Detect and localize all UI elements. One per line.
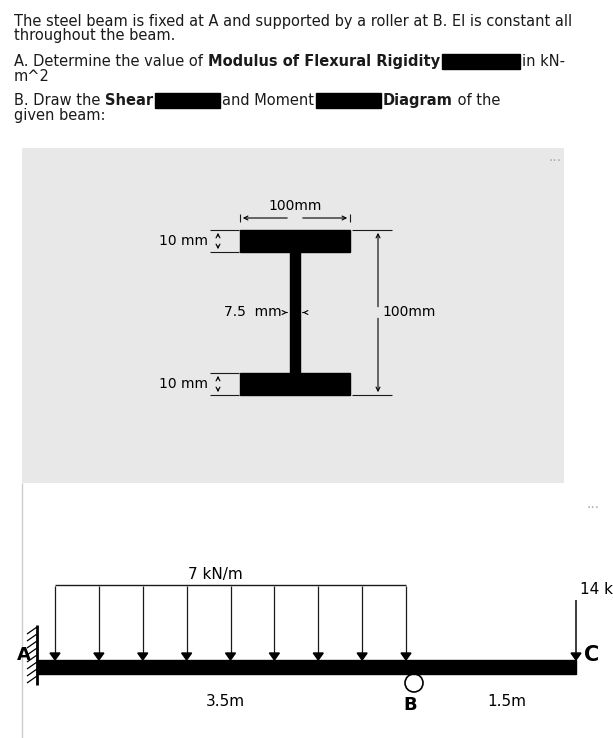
Text: given beam:: given beam:: [14, 108, 105, 123]
Polygon shape: [269, 653, 280, 660]
Text: throughout the beam.: throughout the beam.: [14, 28, 175, 43]
Polygon shape: [138, 653, 148, 660]
Text: B: B: [403, 696, 417, 714]
Text: 14 kN: 14 kN: [580, 582, 613, 597]
Text: Diagram: Diagram: [383, 93, 453, 108]
Text: Shear: Shear: [105, 93, 153, 108]
Polygon shape: [357, 653, 367, 660]
Text: ...: ...: [587, 497, 600, 511]
Polygon shape: [181, 653, 192, 660]
Text: 100mm: 100mm: [382, 306, 435, 320]
Polygon shape: [313, 653, 323, 660]
Bar: [290, 252, 300, 373]
Text: A: A: [17, 646, 31, 664]
Polygon shape: [50, 653, 60, 660]
Text: 7 kN/m: 7 kN/m: [188, 567, 243, 582]
Text: 3.5m: 3.5m: [206, 694, 245, 709]
Bar: [37, 660, 576, 674]
Polygon shape: [226, 653, 235, 660]
Text: 10 mm: 10 mm: [159, 234, 208, 248]
Bar: [240, 230, 350, 252]
Polygon shape: [401, 653, 411, 660]
Text: The steel beam is fixed at A and supported by a roller at B. El is constant all: The steel beam is fixed at A and support…: [14, 14, 572, 29]
Bar: [316, 93, 381, 108]
Text: and Moment: and Moment: [222, 93, 314, 108]
Text: 7.5  mm: 7.5 mm: [224, 306, 282, 320]
Bar: [0, 483, 613, 738]
Text: A. Determine the value of: A. Determine the value of: [14, 54, 207, 69]
Text: ...: ...: [549, 150, 562, 164]
Bar: [441, 54, 520, 69]
Text: 10 mm: 10 mm: [159, 377, 208, 391]
Text: B. Draw the: B. Draw the: [14, 93, 105, 108]
Text: C: C: [584, 645, 600, 665]
Text: 1.5m: 1.5m: [487, 694, 527, 709]
Bar: [155, 93, 220, 108]
Polygon shape: [94, 653, 104, 660]
Text: Modulus of Flexural Rigidity: Modulus of Flexural Rigidity: [207, 54, 440, 69]
Polygon shape: [571, 653, 581, 660]
Bar: [22, 148, 564, 483]
Text: m^2: m^2: [14, 69, 50, 84]
Bar: [240, 373, 350, 395]
Text: 100mm: 100mm: [268, 199, 322, 213]
Text: in kN-: in kN-: [522, 54, 565, 69]
Text: of the: of the: [453, 93, 500, 108]
